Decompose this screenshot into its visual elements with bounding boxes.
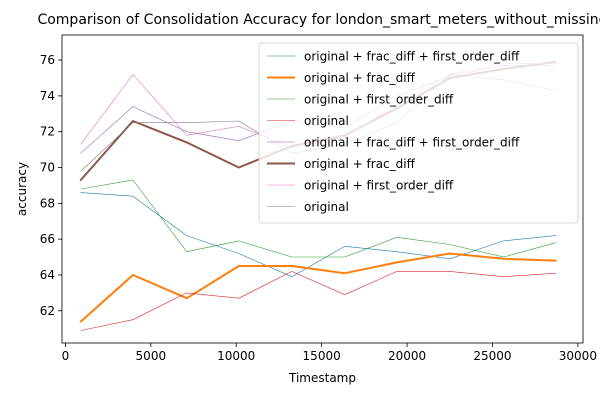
x-tick-label: 0	[62, 349, 70, 363]
legend-label: original + frac_diff + first_order_diff	[304, 136, 520, 150]
series-line-4	[80, 271, 557, 331]
legend-label: original	[304, 114, 349, 128]
y-tick-label: 64	[40, 268, 55, 282]
y-tick-label: 74	[40, 89, 55, 103]
y-axis-label: accuracy	[15, 162, 29, 216]
legend-label: original + first_order_diff	[304, 179, 454, 193]
series-line-3	[80, 179, 557, 258]
x-tick-label: 15000	[303, 349, 341, 363]
plot-frame	[61, 34, 584, 344]
y-tick-label: 66	[40, 232, 55, 246]
legend-label: original	[304, 200, 349, 214]
y-tick-label: 76	[40, 53, 55, 67]
legend-label: original + frac_diff	[304, 157, 416, 171]
x-tick-label: 10000	[217, 349, 255, 363]
x-tick-label: 5000	[136, 349, 167, 363]
series-line-2	[79, 252, 557, 323]
y-tick-label: 72	[40, 125, 55, 139]
x-tick-label: 25000	[473, 349, 511, 363]
chart-title: Comparison of Consolidation Accuracy for…	[37, 12, 600, 28]
x-tick-label: 30000	[559, 349, 597, 363]
axes: 0 5000 10000 15000 20000 25000 30000 62 64 66 68 70…	[40, 53, 597, 363]
y-tick-label: 68	[40, 196, 55, 210]
legend-box	[258, 42, 579, 224]
x-axis-label: Timestamp	[288, 371, 356, 385]
legend-label: original + first_order_diff	[304, 93, 454, 107]
legend-label: original + frac_diff	[304, 71, 416, 85]
legend: original + frac_diff + first_order_diffo…	[258, 42, 579, 224]
x-tick-label: 20000	[388, 349, 426, 363]
y-tick-label: 70	[40, 161, 55, 175]
y-tick-label: 62	[40, 304, 55, 318]
legend-label: original + frac_diff + first_order_diff	[304, 50, 520, 64]
